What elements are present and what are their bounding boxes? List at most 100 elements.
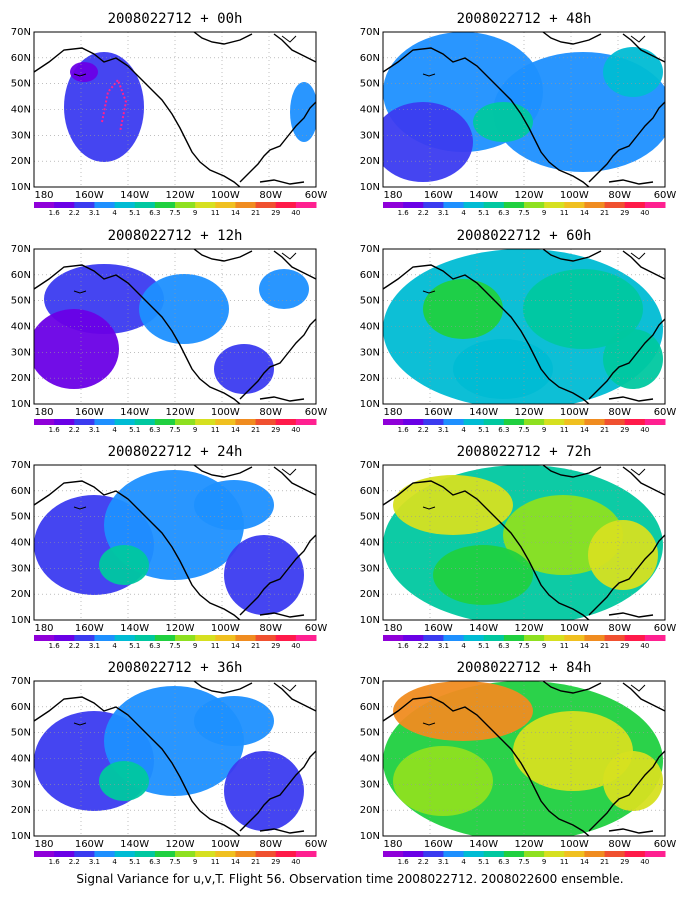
latitude-label: 30N [360, 779, 380, 790]
colorbar-label: 1.6 [398, 209, 410, 217]
latitude-label: 70N [360, 244, 380, 255]
colorbar-label: 9 [542, 426, 546, 434]
colorbar-label: 7.5 [169, 858, 180, 866]
colorbar-label: 7.5 [518, 209, 529, 217]
colorbar-label: 7.5 [518, 858, 529, 866]
colorbar-swatch [564, 419, 585, 425]
colorbar-label: 6.3 [498, 642, 509, 650]
colorbar-label: 2.2 [418, 209, 429, 217]
latitude-label: 30N [11, 347, 31, 358]
latitude-label: 10N [11, 182, 31, 193]
colorbar-label: 1.6 [398, 642, 410, 650]
latitude-label: 10N [360, 399, 380, 410]
variance-contour [473, 102, 533, 142]
panel-title: 2008022712 + 84h [457, 660, 592, 676]
latitude-label: 10N [360, 615, 380, 626]
variance-contour [453, 339, 553, 399]
variance-contour [433, 545, 533, 605]
colorbar-swatch [94, 202, 116, 208]
colorbar-swatch [423, 635, 444, 641]
colorbar-label: 2.2 [69, 426, 80, 434]
coastline [383, 32, 665, 187]
colorbar-label: 9 [542, 642, 546, 650]
colorbar-swatch [295, 635, 317, 641]
latitude-label: 60N [360, 270, 380, 281]
latitude-label: 60N [360, 702, 380, 713]
variance-contour [523, 269, 643, 349]
colorbar-label: 6.3 [149, 426, 160, 434]
colorbar-swatch [463, 419, 485, 425]
colorbar-label: 5.1 [129, 642, 140, 650]
colorbar-label: 6.3 [149, 858, 160, 866]
latitude-label: 70N [11, 27, 31, 38]
colorbar-label: 6.3 [498, 426, 509, 434]
colorbar-label: 7.5 [169, 209, 180, 217]
colorbar-swatch [295, 419, 317, 425]
map-frame [33, 464, 317, 621]
colorbar-label: 21 [600, 209, 609, 217]
colorbar-swatch [54, 202, 75, 208]
panel-title: 2008022712 + 00h [108, 11, 243, 27]
longitude-label: 120W [166, 190, 195, 201]
colorbar-label: 14 [580, 642, 589, 650]
longitude-label: 180 [383, 839, 402, 850]
colorbar-label: 1.6 [398, 426, 410, 434]
latitude-label: 50N [360, 728, 380, 739]
colorbar-label: 14 [580, 426, 589, 434]
colorbar-label: 3.1 [438, 858, 449, 866]
colorbar-swatch [54, 419, 75, 425]
coastline [73, 684, 297, 726]
longitude-label: 140W [120, 407, 149, 418]
colorbar-swatch [503, 202, 525, 208]
colorbar-swatch [215, 851, 236, 857]
variance-contour [99, 761, 149, 801]
longitude-label: 160W [424, 623, 453, 634]
longitude-label: 120W [515, 839, 544, 850]
variance-contour [34, 309, 119, 389]
colorbar-swatch [94, 419, 116, 425]
map-area [34, 681, 316, 836]
longitude-label: 140W [469, 190, 498, 201]
colorbar-swatch [443, 419, 465, 425]
latitude-label: 40N [11, 322, 31, 333]
colorbar-swatch [154, 851, 176, 857]
colorbar-label: 9 [542, 209, 546, 217]
colorbar-swatch [215, 419, 236, 425]
colorbar-swatch [524, 419, 545, 425]
colorbar-swatch [275, 851, 297, 857]
colorbar-label: 2.2 [418, 642, 429, 650]
colorbar-label: 29 [620, 426, 629, 434]
colorbar-swatch [564, 635, 585, 641]
panel-title: 2008022712 + 36h [108, 660, 243, 676]
colorbar-label: 40 [640, 209, 649, 217]
colorbar-label: 3.1 [438, 209, 449, 217]
latitude-label: 70N [360, 460, 380, 471]
coastline [34, 249, 316, 404]
longitude-label: 60W [654, 190, 677, 201]
colorbar-swatch [584, 419, 606, 425]
variance-contour [393, 475, 513, 535]
panel-title: 2008022712 + 12h [108, 228, 243, 244]
latitude-label: 10N [360, 831, 380, 842]
colorbar-label: 2.2 [69, 642, 80, 650]
variance-contour [214, 344, 274, 394]
colorbar-label: 11 [560, 209, 569, 217]
colorbar-swatch [503, 419, 525, 425]
colorbar-swatch [524, 202, 545, 208]
colorbar-label: 40 [640, 858, 649, 866]
colorbar-swatch [255, 635, 277, 641]
map-area [34, 249, 316, 404]
longitude-label: 60W [654, 839, 677, 850]
colorbar-swatch [134, 202, 156, 208]
colorbar-swatch [443, 202, 465, 208]
map-panel: 2008022712 + 60h 70N 60N 50N 40N 30N 20N 10N180… [360, 228, 677, 434]
map-area [383, 249, 665, 404]
longitude-label: 180 [34, 190, 53, 201]
colorbar-swatch [275, 202, 297, 208]
colorbar-swatch [383, 635, 404, 641]
latitude-label: 50N [360, 512, 380, 523]
colorbar-swatch [624, 635, 646, 641]
colorbar-label: 3.1 [89, 426, 100, 434]
colorbar-swatch [604, 635, 626, 641]
